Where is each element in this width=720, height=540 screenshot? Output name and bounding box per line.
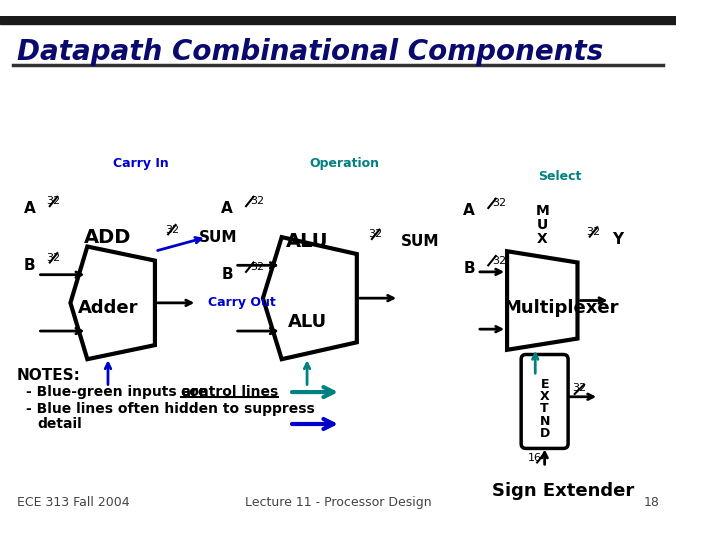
Text: 32: 32	[250, 197, 264, 206]
Text: detail: detail	[37, 417, 82, 431]
Text: Carry Out: Carry Out	[209, 296, 276, 309]
Text: ADD: ADD	[84, 228, 132, 247]
Text: M: M	[536, 204, 549, 218]
Text: T: T	[540, 402, 549, 415]
Text: A: A	[464, 204, 475, 218]
Text: D: D	[539, 427, 550, 440]
Text: E: E	[541, 378, 549, 391]
Text: Lecture 11 - Processor Design: Lecture 11 - Processor Design	[245, 496, 431, 509]
Text: Multiplexer: Multiplexer	[503, 299, 618, 316]
Text: N: N	[539, 415, 550, 428]
Bar	[0, 16, 676, 24]
Text: 32: 32	[586, 227, 600, 237]
Text: Sign Extender: Sign Extender	[492, 482, 634, 500]
Text: ALU: ALU	[287, 313, 327, 330]
Text: 32: 32	[47, 253, 60, 263]
Text: X: X	[537, 232, 548, 246]
Text: 32: 32	[572, 383, 586, 393]
Text: X: X	[540, 390, 549, 403]
Text: 32: 32	[165, 225, 179, 234]
Text: Adder: Adder	[78, 299, 138, 316]
Text: - Blue-green inputs are: - Blue-green inputs are	[27, 385, 212, 399]
Text: SUM: SUM	[401, 234, 439, 249]
Text: A: A	[221, 201, 233, 217]
Text: - Blue lines often hidden to suppress: - Blue lines often hidden to suppress	[27, 402, 315, 416]
Text: 18: 18	[643, 496, 660, 509]
Text: B: B	[464, 261, 475, 275]
Text: Carry In: Carry In	[113, 157, 168, 171]
Text: 32: 32	[47, 197, 60, 206]
Text: 32: 32	[369, 230, 382, 239]
Text: A: A	[24, 201, 36, 217]
Text: 32: 32	[250, 262, 264, 272]
Text: ECE 313 Fall 2004: ECE 313 Fall 2004	[17, 496, 130, 509]
Text: NOTES:: NOTES:	[17, 368, 81, 383]
Text: Y: Y	[612, 232, 624, 247]
Text: Operation: Operation	[310, 157, 380, 171]
Text: 32: 32	[492, 198, 506, 208]
Text: B: B	[24, 258, 36, 273]
Text: 16: 16	[528, 453, 541, 463]
Text: ALU: ALU	[286, 232, 328, 251]
Text: B: B	[221, 267, 233, 282]
Text: U: U	[536, 218, 548, 232]
Text: Select: Select	[538, 170, 582, 183]
Text: Datapath Combinational Components: Datapath Combinational Components	[17, 38, 603, 66]
Text: control lines: control lines	[181, 385, 279, 399]
Text: SUM: SUM	[199, 230, 238, 245]
Text: 32: 32	[492, 255, 506, 266]
